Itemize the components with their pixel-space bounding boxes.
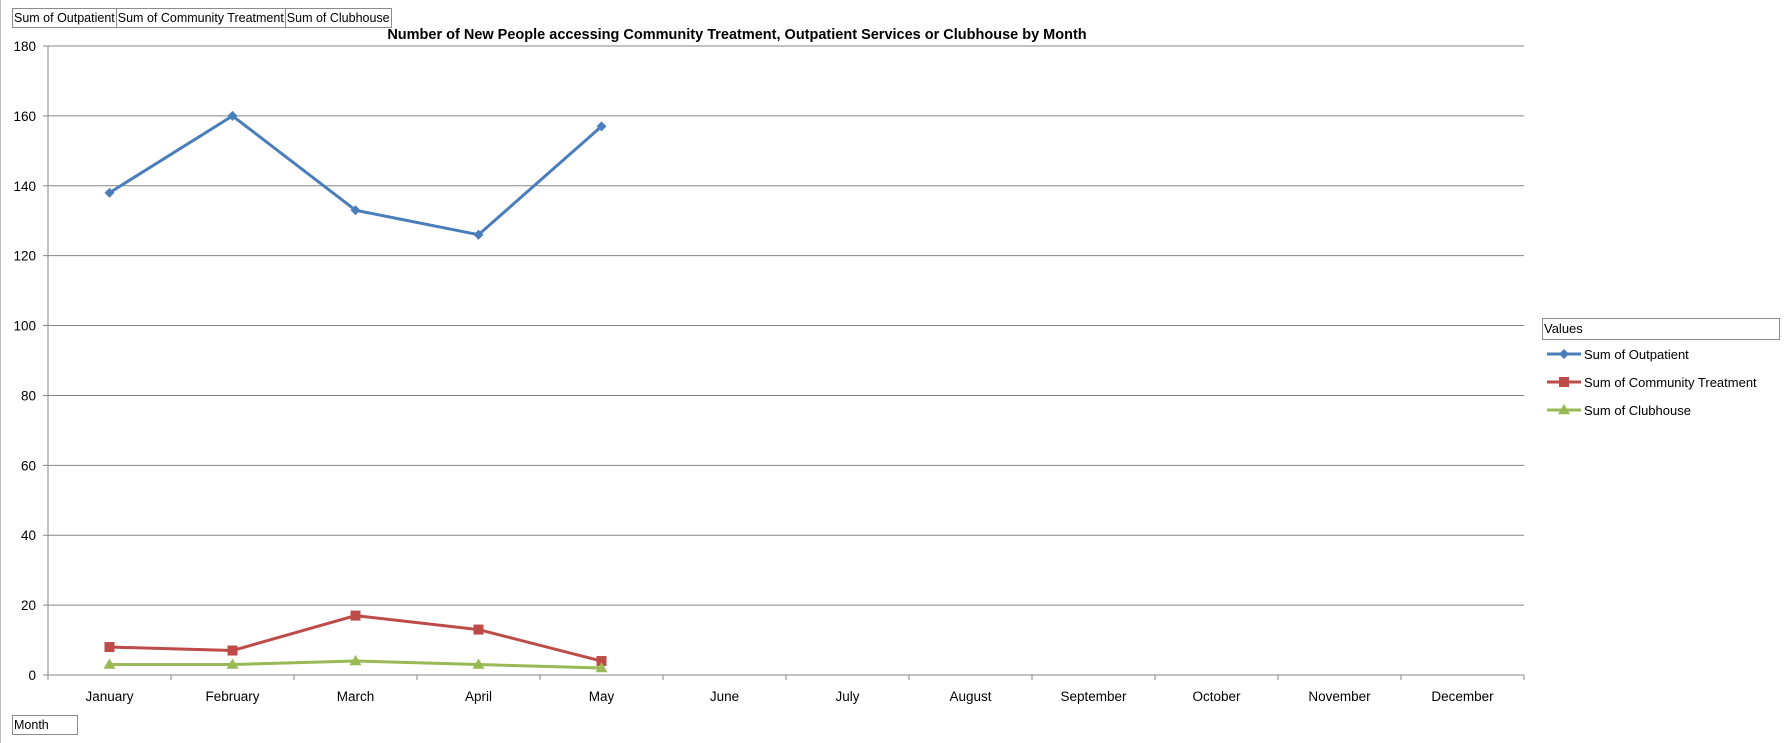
data-point [104, 642, 115, 653]
legend-swatch [1547, 377, 1581, 387]
x-tick-label: December [1431, 689, 1494, 704]
legend-swatch-marker [1558, 404, 1570, 415]
x-tick-label: April [465, 689, 492, 704]
legend-swatch-marker [1559, 349, 1569, 359]
data-point [350, 205, 361, 216]
series-line [108, 114, 603, 237]
data-point [349, 655, 362, 666]
y-tick-label: 120 [13, 249, 36, 264]
x-tick-label: February [205, 689, 259, 704]
data-point [596, 656, 607, 667]
legend-swatch [1547, 349, 1581, 359]
y-tick-label: 20 [21, 598, 36, 613]
series-plot [103, 110, 608, 673]
legend-swatch [1547, 404, 1581, 415]
x-tick-label: January [85, 689, 133, 704]
gridlines [48, 45, 1524, 606]
data-point [595, 662, 608, 673]
x-tick-label: August [949, 689, 991, 704]
data-point [473, 624, 484, 635]
y-tick-label: 60 [21, 458, 36, 473]
axes: 0 20 40 60 80 100 120 140 160 180 January February M… [13, 39, 1525, 704]
legend-item: Sum of Clubhouse [1542, 396, 1780, 424]
legend: Values Sum of Outpatient Sum of Community… [1542, 318, 1780, 424]
y-tick-label: 40 [21, 528, 36, 543]
data-point [473, 229, 484, 240]
x-tick-label: July [835, 689, 859, 704]
x-tick-label: November [1308, 689, 1371, 704]
data-point [350, 610, 361, 621]
legend-label: Sum of Clubhouse [1584, 402, 1691, 418]
chart-title: Number of New People accessing Community… [387, 27, 1086, 43]
x-tick-label: October [1192, 689, 1241, 704]
legend-label: Sum of Community Treatment [1584, 374, 1757, 390]
y-tick-label: 160 [13, 109, 36, 124]
axis-field-button-month[interactable]: Month [12, 715, 78, 735]
x-tick-label: March [337, 689, 375, 704]
data-point [227, 645, 238, 656]
series-line [108, 614, 603, 663]
pivot-value-field-buttons: Sum of Outpatient Sum of Community Treat… [12, 8, 392, 28]
legend-label: Sum of Outpatient [1584, 346, 1689, 362]
legend-item: Sum of Outpatient [1542, 340, 1780, 368]
y-tick-label: 100 [13, 319, 36, 334]
data-point [596, 121, 607, 132]
x-tick-label: June [710, 689, 739, 704]
left-border [0, 0, 1, 743]
y-tick-label: 0 [28, 668, 36, 683]
data-point [103, 658, 116, 669]
legend-swatch-marker [1559, 377, 1569, 387]
y-tick-label: 180 [13, 39, 36, 54]
data-point [226, 658, 239, 669]
data-point [227, 110, 238, 121]
data-point [472, 658, 485, 669]
legend-title[interactable]: Values [1542, 318, 1780, 340]
y-tick-label: 80 [21, 388, 36, 403]
x-tick-label: September [1060, 689, 1127, 704]
y-tick-label: 140 [13, 179, 36, 194]
legend-item: Sum of Community Treatment [1542, 368, 1780, 396]
data-point [104, 187, 115, 198]
field-button-clubhouse[interactable]: Sum of Clubhouse [285, 8, 392, 28]
x-tick-label: May [589, 689, 615, 704]
field-button-community-treatment[interactable]: Sum of Community Treatment [116, 8, 286, 28]
field-button-outpatient[interactable]: Sum of Outpatient [12, 8, 117, 28]
